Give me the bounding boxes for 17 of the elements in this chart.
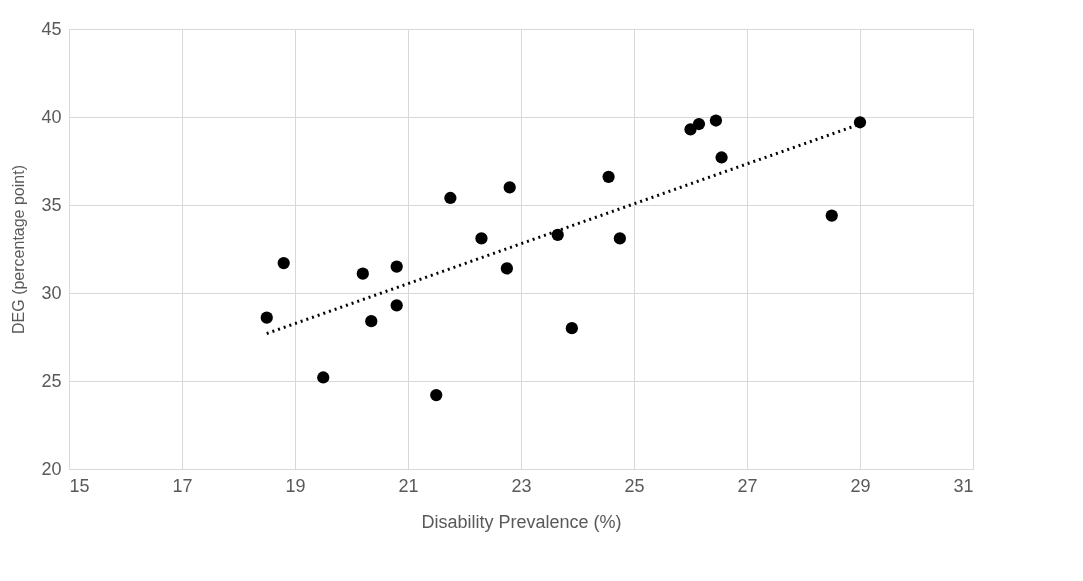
x-tick-label: 29 — [850, 475, 871, 496]
x-tick-label: 19 — [285, 475, 306, 496]
y-tick-label: 20 — [41, 458, 62, 479]
y-tick-label: 30 — [41, 282, 62, 303]
x-axis-title: Disability Prevalence (%) — [421, 511, 622, 532]
y-tick-label: 40 — [41, 106, 62, 127]
y-tick-label: 25 — [41, 370, 62, 391]
y-tick-label: 35 — [41, 194, 62, 215]
y-tick-label: 45 — [41, 18, 62, 39]
x-tick-label: 23 — [511, 475, 532, 496]
x-tick-label: 27 — [737, 475, 758, 496]
x-tick-label: 25 — [624, 475, 645, 496]
x-tick-label: 21 — [398, 475, 419, 496]
x-tick-label: 15 — [69, 475, 90, 496]
x-tick-label: 17 — [172, 475, 193, 496]
y-axis-title: DEG (percentage point) — [10, 165, 28, 334]
x-tick-label: 31 — [953, 475, 974, 496]
